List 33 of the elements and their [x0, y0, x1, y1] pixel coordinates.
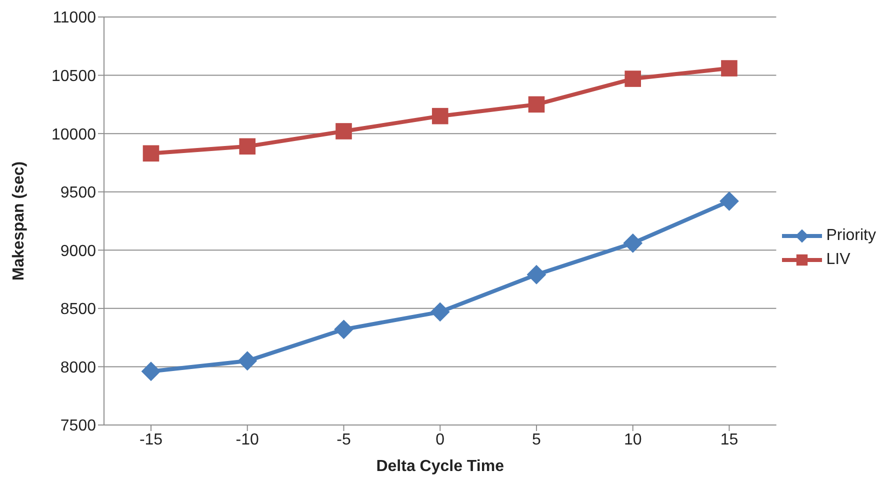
legend-label: Priority — [826, 226, 876, 244]
point — [624, 70, 641, 87]
point — [336, 123, 352, 140]
point — [721, 60, 738, 76]
x-axis-title: Delta Cycle Time — [376, 458, 504, 475]
y-tick-label: 9000 — [60, 242, 96, 260]
legend-label: LIV — [826, 250, 850, 268]
y-tick-label: 9500 — [60, 184, 96, 202]
point — [528, 96, 545, 113]
x-tick-label: -10 — [236, 431, 260, 448]
point — [720, 192, 739, 211]
x-tick-label: 15 — [720, 431, 738, 448]
point — [432, 108, 448, 124]
point — [526, 265, 546, 284]
x-tick-label: -15 — [139, 431, 163, 448]
y-tick-label: 10500 — [52, 68, 96, 85]
y-tick-label: 8000 — [60, 359, 96, 376]
y-tick-label: 7500 — [60, 418, 96, 435]
y-tick-label: 8500 — [60, 301, 96, 318]
x-tick-label: 0 — [436, 431, 445, 448]
point — [623, 234, 642, 253]
x-tick-label: 10 — [624, 431, 642, 448]
x-tick-label: 5 — [532, 431, 542, 448]
point — [238, 351, 257, 370]
y-axis-title: Makespan (sec) — [10, 161, 28, 281]
point — [430, 302, 450, 322]
point — [142, 145, 160, 162]
point — [334, 320, 354, 339]
point — [239, 138, 256, 155]
x-tick-label: -5 — [336, 431, 351, 448]
y-tick-label: 10000 — [52, 126, 96, 144]
y-tick-label: 11000 — [52, 10, 96, 27]
point — [142, 362, 160, 381]
